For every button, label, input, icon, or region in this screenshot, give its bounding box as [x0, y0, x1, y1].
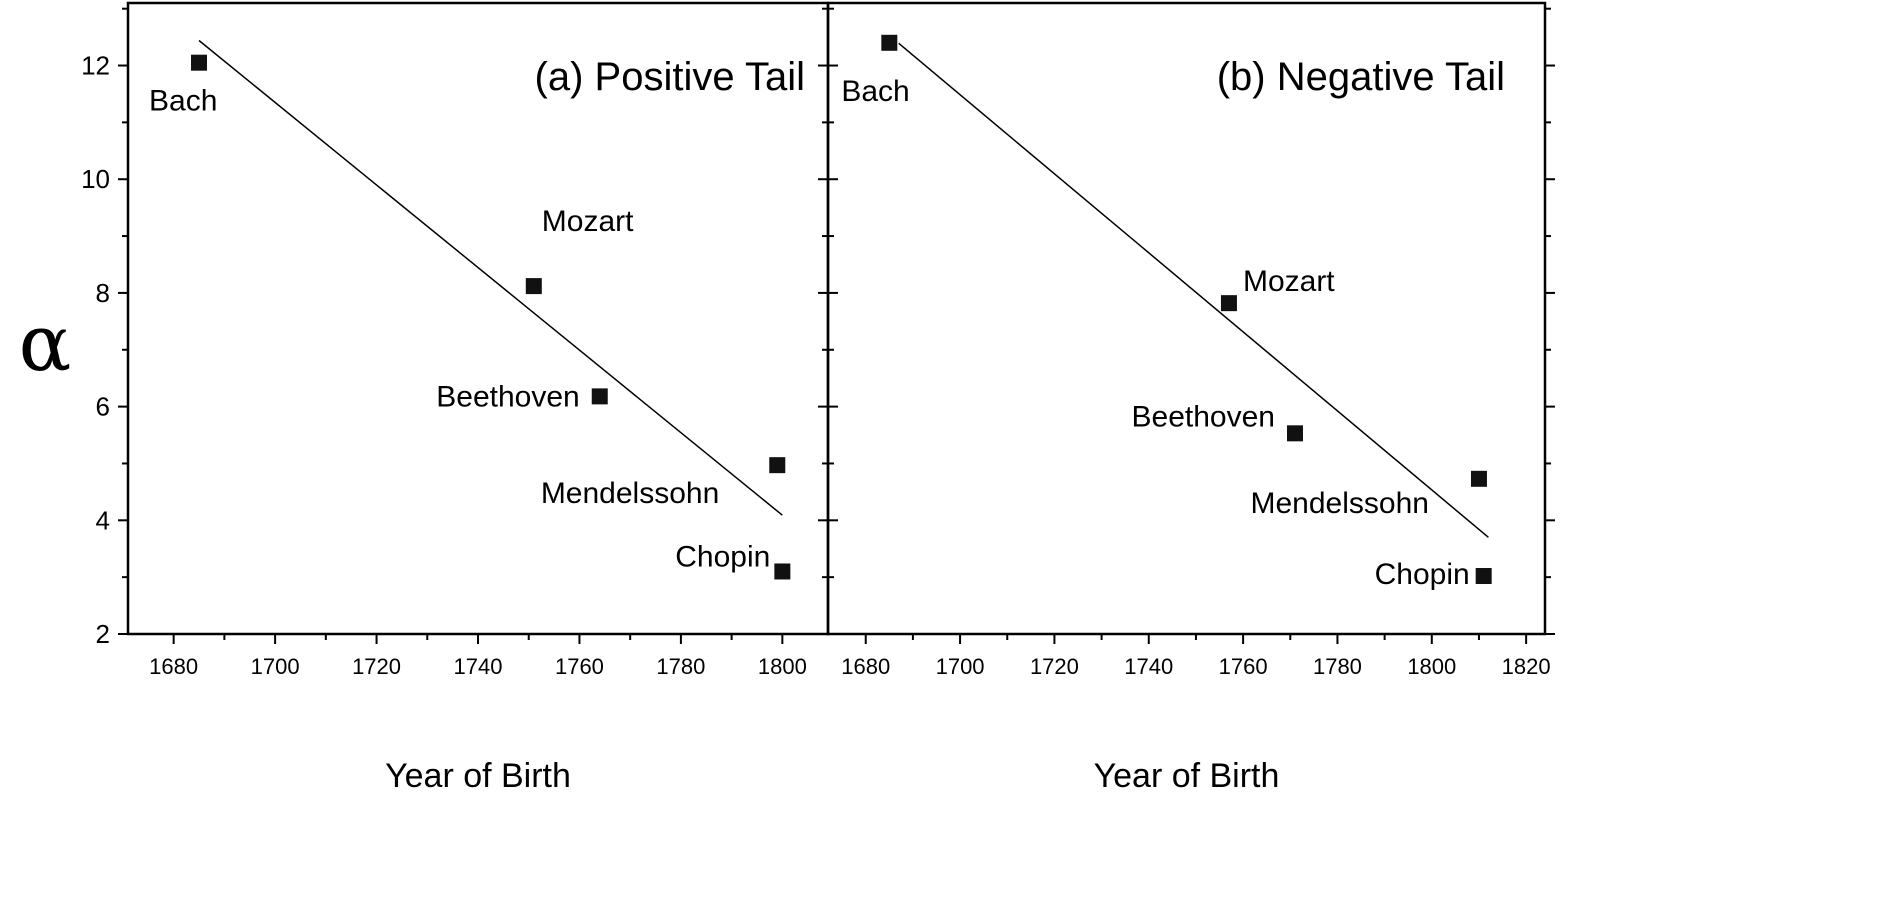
- data-point-mozart: [525, 278, 542, 295]
- data-point-chopin: [774, 563, 791, 580]
- y-tick-label: 2: [96, 619, 110, 649]
- x-tick-label: 1760: [1219, 654, 1268, 679]
- x-tick-label: 1680: [149, 654, 198, 679]
- y-tick-label: 4: [96, 505, 110, 535]
- x-axis-label: Year of Birth: [385, 757, 571, 795]
- x-tick-label: 1740: [454, 654, 503, 679]
- x-tick-label: 1720: [1030, 654, 1079, 679]
- panel-title: (b) Negative Tail: [1217, 55, 1505, 99]
- y-axis-label: α: [19, 299, 72, 389]
- x-tick-label: 1780: [656, 654, 705, 679]
- data-point-mozart: [1220, 295, 1237, 312]
- fit-line: [898, 42, 1489, 538]
- x-tick-label: 1740: [1124, 654, 1173, 679]
- x-tick-label: 1680: [841, 654, 890, 679]
- x-tick-label: 1720: [352, 654, 401, 679]
- point-label: Chopin: [1375, 558, 1470, 591]
- point-label: Beethoven: [436, 380, 579, 413]
- x-tick-label: 1760: [555, 654, 604, 679]
- y-tick-label: 6: [96, 392, 110, 422]
- y-tick-label: 12: [81, 51, 110, 81]
- point-label: Bach: [149, 85, 217, 118]
- point-label: Chopin: [675, 540, 770, 573]
- data-point-bach: [881, 34, 898, 51]
- point-label: Beethoven: [1132, 400, 1275, 433]
- x-tick-label: 1700: [251, 654, 300, 679]
- x-tick-label: 1700: [936, 654, 985, 679]
- point-label: Mendelssohn: [1251, 487, 1429, 520]
- x-axis-label: Year of Birth: [1094, 757, 1280, 795]
- data-point-bach: [191, 54, 208, 71]
- point-label: Mozart: [1243, 265, 1335, 298]
- point-label: Mozart: [542, 205, 634, 238]
- data-point-chopin: [1475, 568, 1492, 585]
- y-tick-label: 10: [81, 164, 110, 194]
- x-tick-label: 1800: [758, 654, 807, 679]
- data-point-mendelssohn: [1470, 470, 1487, 487]
- x-tick-label: 1780: [1313, 654, 1362, 679]
- y-tick-label: 8: [96, 278, 110, 308]
- data-point-mendelssohn: [769, 457, 786, 474]
- x-tick-label: 1820: [1502, 654, 1551, 679]
- data-point-beethoven: [591, 388, 608, 405]
- point-label: Mendelssohn: [541, 477, 719, 510]
- plot-frame-b: [826, 1, 1547, 636]
- fit-line: [198, 39, 783, 516]
- x-tick-label: 1800: [1407, 654, 1456, 679]
- panel-title: (a) Positive Tail: [535, 55, 805, 99]
- point-label: Bach: [841, 75, 909, 108]
- data-point-beethoven: [1286, 425, 1303, 442]
